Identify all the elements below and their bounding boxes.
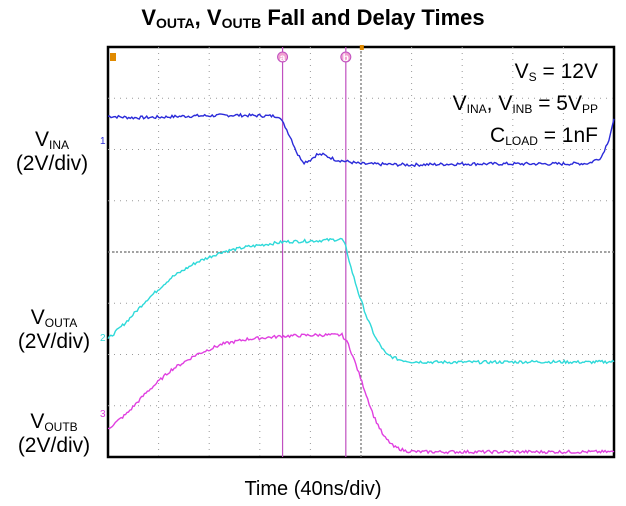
x-axis-label: Time (40ns/div) — [244, 478, 382, 500]
annotation-vin: VINA, VINB = 5VPP — [452, 92, 598, 116]
annotation-cload: CLOAD = 1nF — [490, 124, 598, 148]
marker-group: 1 2 3 — [100, 45, 364, 420]
ylabel-ina: VINA (2V/div) — [15, 128, 89, 175]
trigger-marker — [110, 53, 116, 61]
channel-marker-1: 1 — [100, 136, 106, 147]
trigger-position-marker — [359, 45, 364, 50]
ylabel-outb: VOUTB (2V/div) — [17, 410, 91, 457]
cursor-b-label: b — [343, 53, 349, 64]
trace-vina — [107, 112, 615, 168]
trace-voutb — [107, 332, 615, 455]
trace-group — [107, 112, 615, 455]
cursor-b-marker — [340, 51, 352, 63]
chart-title: VOUTA, VOUTB Fall and Delay Times — [141, 5, 485, 31]
trace-vouta — [107, 237, 615, 365]
cursor-a-marker — [277, 51, 289, 63]
channel-marker-2: 2 — [100, 333, 106, 344]
annotation-vs: VS = 12V — [514, 60, 598, 84]
channel-marker-3: 3 — [100, 409, 106, 420]
cursor-a-label: a — [280, 53, 286, 64]
ylabel-outa: VOUTA (2V/div) — [17, 306, 91, 353]
plot-grid — [108, 47, 614, 457]
